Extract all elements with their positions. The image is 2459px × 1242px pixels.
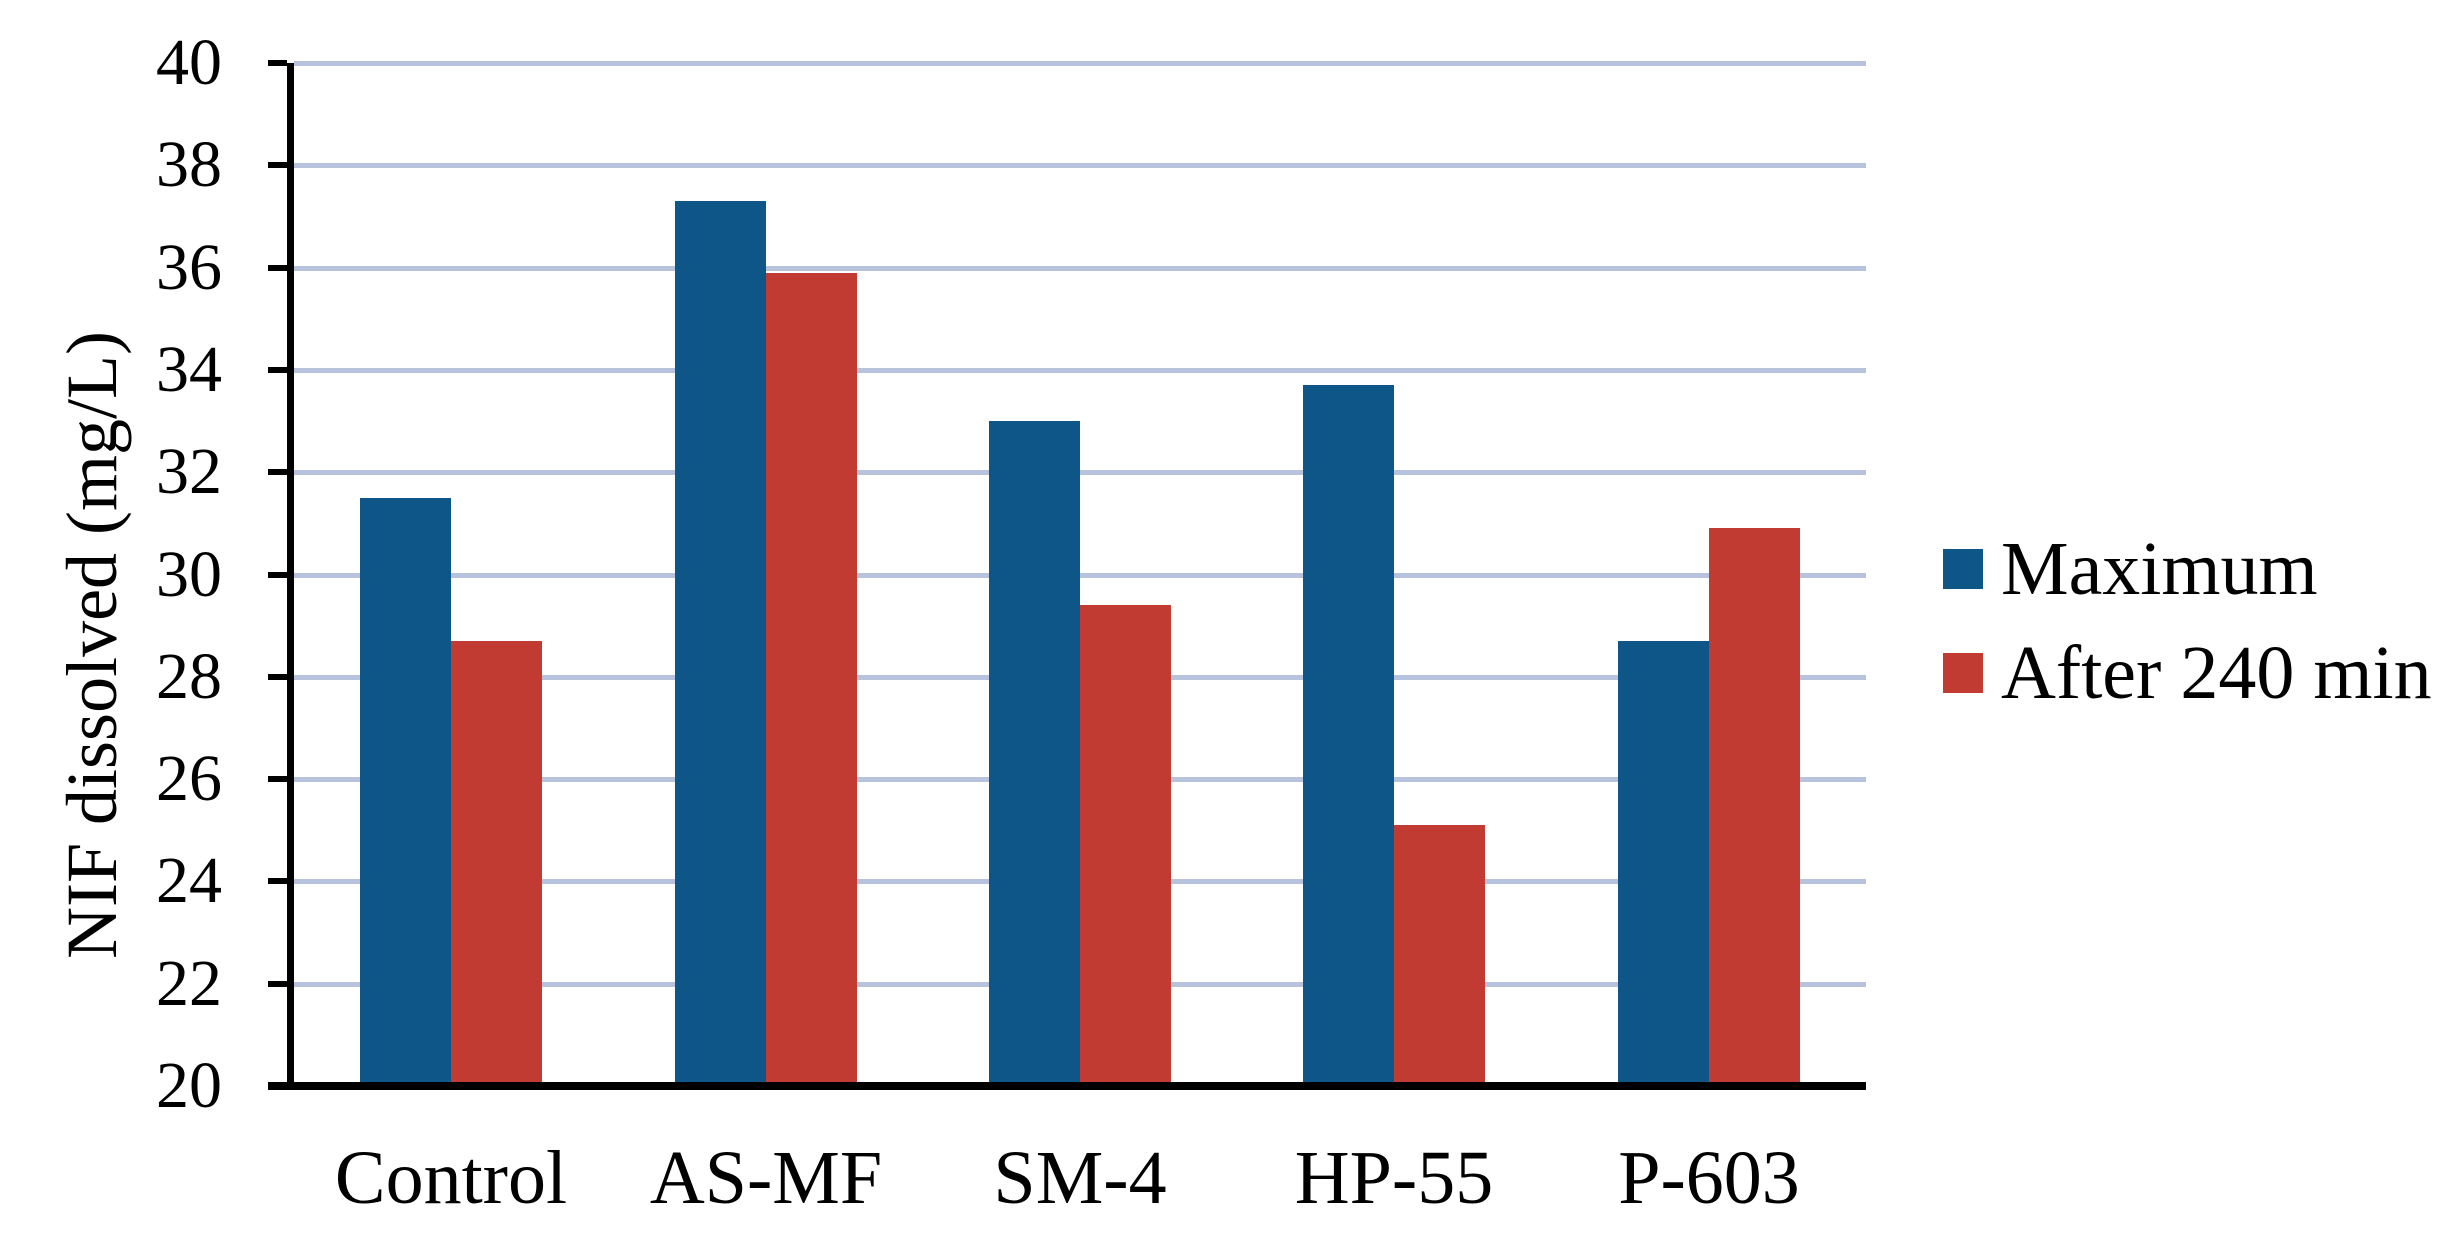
x-category-label-sm-4: SM-4 [993, 1136, 1167, 1220]
bar-maximum-sm-4 [989, 421, 1080, 1083]
legend-label-maximum: Maximum [2001, 527, 2318, 611]
gridline-34 [294, 367, 1866, 373]
bar-after-240-min-sm-4 [1080, 605, 1171, 1083]
y-tick-34 [268, 366, 287, 373]
y-tick-32 [268, 469, 287, 476]
y-tick-24 [268, 878, 287, 885]
x-category-label-control: Control [334, 1136, 568, 1220]
bar-after-240-min-control [451, 641, 542, 1083]
legend-label-after-240-min: After 240 min [2001, 631, 2432, 715]
y-tick-label-34: 34 [156, 332, 222, 406]
y-tick-label-20: 20 [156, 1049, 222, 1122]
y-tick-label-24: 24 [156, 844, 222, 918]
legend-swatch-maximum [1943, 549, 1983, 589]
gridline-30 [294, 572, 1866, 578]
legend-swatch-after-240-min [1943, 653, 1983, 693]
y-tick-label-32: 32 [156, 435, 222, 509]
y-tick-26 [268, 776, 287, 783]
bar-maximum-p-603 [1618, 641, 1709, 1083]
bar-maximum-control [360, 498, 451, 1083]
x-category-label-hp-55: HP-55 [1294, 1136, 1494, 1220]
bar-after-240-min-p-603 [1709, 528, 1800, 1083]
bar-maximum-as-mf [675, 201, 766, 1083]
y-tick-22 [268, 980, 287, 987]
gridline-32 [294, 470, 1866, 476]
gridline-36 [294, 265, 1866, 271]
y-tick-30 [268, 571, 287, 578]
y-tick-label-36: 36 [156, 230, 222, 304]
legend-entry-maximum: Maximum [1943, 529, 2423, 609]
bar-after-240-min-hp-55 [1394, 825, 1485, 1083]
y-tick-label-26: 26 [156, 742, 222, 816]
legend-entry-after-240-min: After 240 min [1943, 633, 2432, 713]
y-tick-label-30: 30 [156, 537, 222, 611]
y-tick-38 [268, 162, 287, 169]
y-tick-label-22: 22 [156, 946, 222, 1020]
x-category-label-as-mf: AS-MF [649, 1136, 883, 1220]
x-category-label-p-603: P-603 [1618, 1136, 1800, 1220]
y-tick-label-38: 38 [156, 128, 222, 202]
gridline-38 [294, 163, 1866, 169]
y-axis-title: NIF dissolved (mg/L) [52, 331, 132, 959]
y-tick-28 [268, 673, 287, 680]
y-tick-36 [268, 264, 287, 271]
bar-maximum-hp-55 [1303, 385, 1394, 1083]
y-tick-40 [268, 60, 287, 66]
bar-after-240-min-as-mf [766, 273, 857, 1083]
y-axis-line [287, 63, 294, 1090]
y-tick-label-28: 28 [156, 639, 222, 713]
y-tick-label-40: 40 [156, 26, 222, 99]
x-axis-line [268, 1082, 1866, 1090]
gridline-40 [294, 61, 1866, 66]
